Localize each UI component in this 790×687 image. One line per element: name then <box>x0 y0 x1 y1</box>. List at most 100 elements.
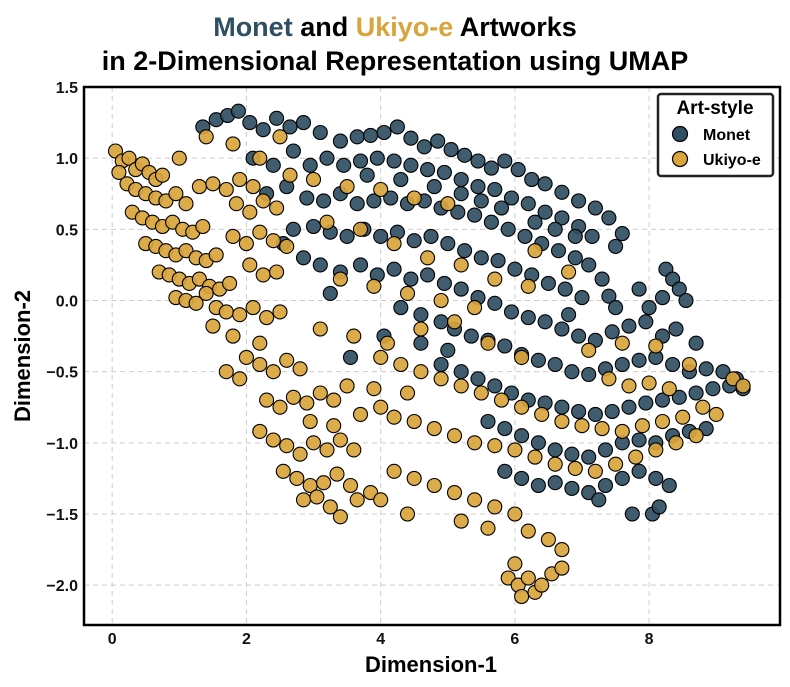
monet-point <box>654 290 671 306</box>
monet-point <box>547 475 563 491</box>
ukiyoe-point <box>316 475 332 491</box>
ukiyoe-point <box>507 556 523 572</box>
ukiyoe-point <box>601 371 617 387</box>
monet-point <box>594 271 610 287</box>
ukiyoe-point <box>433 371 449 387</box>
ukiyoe-point <box>386 463 402 479</box>
ukiyoe-point <box>242 204 258 220</box>
monet-point <box>604 324 620 340</box>
ukiyoe-point <box>453 513 469 529</box>
ukiyoe-point <box>272 304 288 320</box>
ukiyoe-point <box>188 295 204 311</box>
monet-point <box>319 150 335 166</box>
monet-point <box>423 228 439 244</box>
ukiyoe-point <box>608 456 624 472</box>
monet-point <box>352 153 369 169</box>
ukiyoe-point <box>373 181 389 198</box>
ukiyoe-point <box>282 167 298 183</box>
monet-point <box>631 352 647 368</box>
x-tick-label: 4 <box>376 631 385 648</box>
monet-point <box>443 142 459 158</box>
monet-point <box>557 281 573 297</box>
monet-point <box>581 257 597 273</box>
ukiyoe-point <box>222 275 238 291</box>
monet-point <box>230 103 246 119</box>
monet-point <box>450 204 466 220</box>
monet-point <box>631 281 647 297</box>
ukiyoe-point <box>195 218 211 235</box>
monet-point <box>413 335 429 351</box>
monet-point <box>433 314 449 330</box>
ukiyoe-point <box>467 492 483 508</box>
monet-point <box>621 399 637 415</box>
ukiyoe-point <box>561 264 577 280</box>
ukiyoe-point <box>332 509 348 525</box>
monet-point <box>416 139 432 155</box>
monet-point <box>688 385 704 401</box>
ukiyoe-point <box>272 129 288 145</box>
monet-point <box>688 335 704 351</box>
monet-point <box>316 193 332 209</box>
monet-point <box>389 119 405 135</box>
ukiyoe-point <box>661 381 677 397</box>
ukiyoe-point <box>473 385 489 401</box>
ukiyoe-point <box>269 264 285 280</box>
monet-point <box>554 184 570 200</box>
monet-point <box>463 328 479 344</box>
monet-point <box>359 167 375 183</box>
ukiyoe-point <box>205 318 221 334</box>
ukiyoe-point <box>386 409 402 425</box>
y-tick-label: 0.5 <box>56 222 78 239</box>
ukiyoe-point <box>292 446 308 462</box>
monet-point <box>473 250 489 266</box>
monet-point <box>497 153 513 169</box>
ukiyoe-point <box>399 285 416 301</box>
ukiyoe-point <box>681 356 697 373</box>
ukiyoe-point <box>111 164 127 180</box>
monet-point <box>638 314 654 330</box>
ukiyoe-point <box>252 356 268 373</box>
monet-point <box>386 261 402 277</box>
ukiyoe-point <box>279 352 295 368</box>
ukiyoe-point <box>275 463 291 479</box>
monet-point <box>540 275 556 291</box>
ukiyoe-point <box>366 381 382 397</box>
ukiyoe-point <box>426 421 442 437</box>
ukiyoe-point <box>252 224 268 240</box>
ukiyoe-point <box>446 428 463 444</box>
ukiyoe-point <box>534 577 550 593</box>
monet-point <box>571 403 587 420</box>
ukiyoe-point <box>467 435 483 451</box>
monet-point <box>567 228 583 244</box>
monet-point <box>530 435 546 451</box>
monet-point <box>493 200 510 216</box>
monet-point <box>383 190 399 206</box>
ukiyoe-point <box>514 399 530 415</box>
ukiyoe-point <box>322 499 338 515</box>
ukiyoe-point <box>520 278 536 294</box>
scatter-points <box>107 103 751 605</box>
monet-point <box>373 228 389 244</box>
ukiyoe-point <box>198 285 214 301</box>
monet-point <box>561 307 577 323</box>
monet-point <box>487 378 503 394</box>
ukiyoe-point <box>238 349 254 365</box>
ukiyoe-point <box>326 418 342 434</box>
monet-point <box>503 190 520 206</box>
legend-marker-ukiyoe <box>671 150 689 168</box>
ukiyoe-point <box>453 257 469 273</box>
ukiyoe-point <box>319 214 335 230</box>
ukiyoe-point <box>232 371 248 387</box>
monet-point <box>668 321 684 337</box>
monet-point <box>678 292 694 309</box>
monet-point <box>332 133 348 149</box>
monet-point <box>349 129 365 145</box>
monet-point <box>255 122 271 138</box>
monet-point <box>342 349 359 365</box>
monet-point <box>369 150 385 166</box>
ukiyoe-point <box>735 378 751 394</box>
monet-point <box>497 338 513 354</box>
ukiyoe-point <box>426 477 442 494</box>
monet-point <box>500 221 516 237</box>
ukiyoe-point <box>312 321 328 337</box>
